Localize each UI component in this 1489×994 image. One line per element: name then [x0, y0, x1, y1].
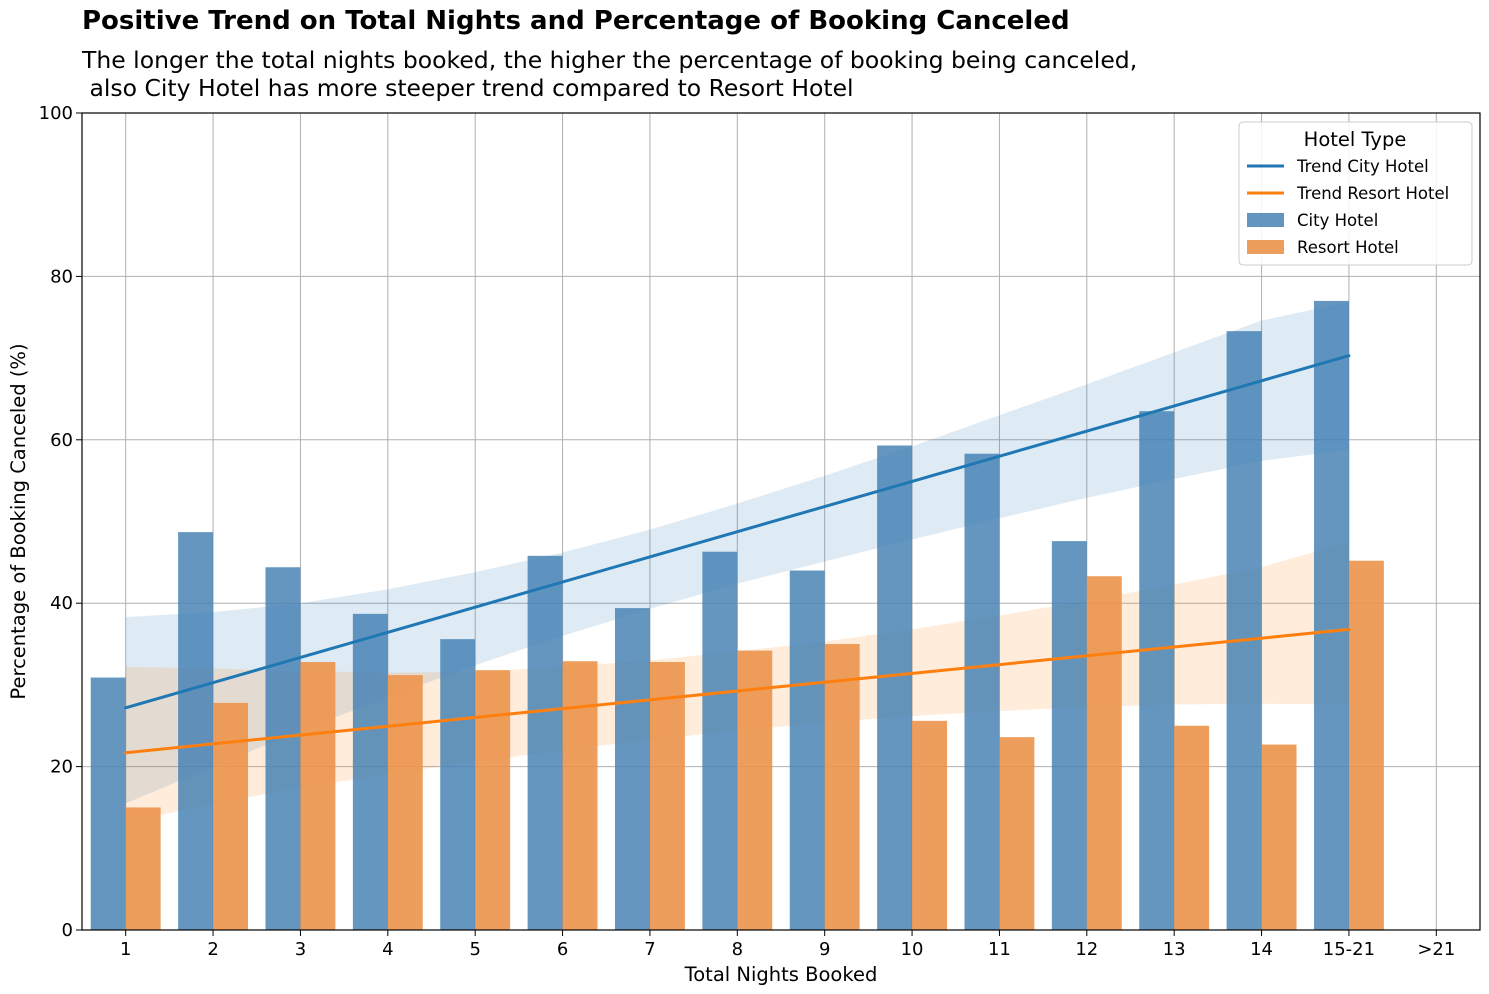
- x-tick-label: 2: [207, 939, 218, 960]
- x-tick-label: 4: [382, 939, 393, 960]
- plot-frame: [81, 112, 1481, 931]
- x-tick-label: 5: [469, 939, 480, 960]
- trend-line-city-hotel: [124, 354, 1351, 710]
- x-tick-label: 10: [901, 939, 924, 960]
- y-tick-label: 80: [50, 266, 73, 287]
- bar-resort-hotel-6: [562, 661, 598, 930]
- bar-resort-hotel-9: [824, 644, 860, 930]
- y-tick-label: 60: [50, 430, 73, 451]
- legend-label-city: City Hotel: [1297, 211, 1378, 230]
- bar-resort-hotel-11: [999, 737, 1035, 930]
- bar-city-hotel-14: [1226, 331, 1262, 930]
- x-tick-label: 14: [1250, 939, 1273, 960]
- x-tick-label: 3: [295, 939, 306, 960]
- legend-swatch-resort: [1247, 240, 1284, 254]
- trend-line-resort-hotel: [124, 627, 1351, 755]
- x-tick-label: 7: [644, 939, 655, 960]
- bar-resort-hotel-13: [1174, 725, 1210, 930]
- y-tick-label: 100: [39, 103, 73, 124]
- bar-city-hotel-2: [178, 532, 214, 930]
- bar-city-hotel-8: [702, 551, 738, 930]
- bar-resort-hotel-5: [475, 670, 511, 930]
- x-tick-label: 1: [120, 939, 131, 960]
- trend-lines: [124, 354, 1351, 755]
- x-tick-label: 11: [988, 939, 1011, 960]
- x-tick-label: 9: [819, 939, 830, 960]
- y-tick-label: 0: [62, 920, 73, 941]
- legend-title: Hotel Type: [1304, 128, 1407, 151]
- bar-city-hotel-9: [789, 570, 825, 930]
- y-tick-label: 20: [50, 757, 73, 778]
- bar-city-hotel-7: [614, 608, 650, 930]
- bar-city-hotel-11: [964, 453, 1000, 930]
- bar-city-hotel-13: [1139, 411, 1175, 931]
- bar-city-hotel-4: [352, 613, 388, 930]
- x-tick-label: 6: [557, 939, 568, 960]
- subtitle-line-1: The longer the total nights booked, the …: [82, 46, 1138, 74]
- legend: Hotel Type Trend City Hotel Trend Resort…: [1238, 121, 1473, 266]
- legend-box: [1238, 121, 1473, 266]
- legend-label-trend-city: Trend City Hotel: [1296, 157, 1429, 176]
- bar-resort-hotel-4: [387, 675, 423, 930]
- y-axis-label: Percentage of Booking Canceled (%): [7, 343, 30, 699]
- bar-resort-hotel-2: [213, 702, 249, 930]
- bar-city-hotel-6: [527, 555, 563, 930]
- bar-city-hotel-3: [265, 567, 301, 930]
- x-tick-label: 15-21: [1323, 939, 1375, 960]
- x-tick-label: >21: [1417, 939, 1455, 960]
- bar-resort-hotel-8: [737, 650, 773, 930]
- bar-city-hotel-1: [90, 677, 126, 930]
- bar-resort-hotel-10: [912, 720, 948, 930]
- bar-resort-hotel-7: [649, 662, 685, 930]
- bar-resort-hotel-12: [1086, 576, 1122, 930]
- chart-subtitle: The longer the total nights booked, the …: [82, 46, 1137, 102]
- y-tick-label: 40: [50, 593, 73, 614]
- bar-resort-hotel-1: [125, 807, 161, 930]
- bar-resort-hotel-3: [300, 662, 336, 930]
- x-tick-label: 13: [1163, 939, 1186, 960]
- bar-city-hotel-5: [440, 639, 476, 930]
- x-axis-label: Total Nights Booked: [684, 963, 878, 986]
- legend-label-trend-resort: Trend Resort Hotel: [1296, 184, 1449, 203]
- bar-city-hotel-15-21: [1313, 300, 1349, 930]
- bar-resort-hotel-15-21: [1348, 560, 1384, 930]
- chart-title: Positive Trend on Total Nights and Perce…: [82, 6, 1070, 36]
- legend-swatch-city: [1247, 213, 1284, 227]
- bar-resort-hotel-14: [1261, 744, 1297, 930]
- x-tick-label: 12: [1075, 939, 1098, 960]
- subtitle-line-2: also City Hotel has more steeper trend c…: [82, 74, 854, 102]
- bar-city-hotel-10: [877, 445, 913, 930]
- legend-label-resort: Resort Hotel: [1297, 238, 1399, 257]
- bar-city-hotel-12: [1051, 541, 1087, 930]
- x-tick-label: 8: [732, 939, 743, 960]
